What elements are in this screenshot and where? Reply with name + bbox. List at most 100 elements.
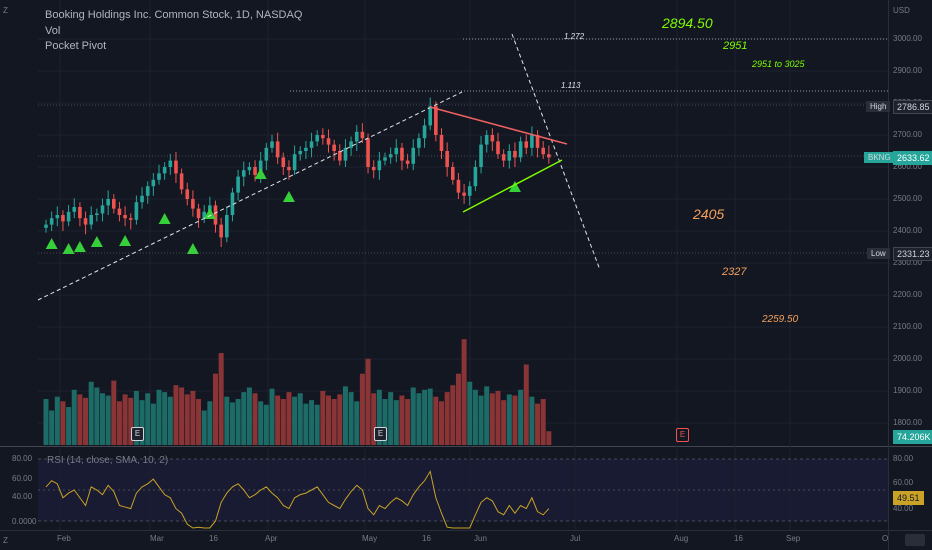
volume-bar xyxy=(303,403,309,445)
candle xyxy=(462,183,466,204)
candle xyxy=(456,173,461,199)
time-axis-label: Jun xyxy=(474,534,487,543)
volume-bar xyxy=(190,390,196,445)
volume-bar xyxy=(83,397,89,445)
volume-bar xyxy=(54,396,60,445)
volume-bar xyxy=(66,407,72,445)
earnings-marker-upcoming[interactable]: E xyxy=(676,428,689,442)
volume-bar xyxy=(365,358,371,445)
volume-bar xyxy=(314,404,320,445)
volume-bar xyxy=(393,400,399,445)
volume-bar xyxy=(540,399,546,445)
time-axis-label: 16 xyxy=(734,534,743,543)
candle xyxy=(230,187,235,222)
candle xyxy=(400,143,404,171)
volume-bar xyxy=(371,393,377,445)
volume-bar xyxy=(105,395,111,445)
price-axis-label: 2000.00 xyxy=(893,354,922,363)
candle xyxy=(281,152,286,175)
candle xyxy=(298,146,303,161)
volume-bar xyxy=(309,400,315,445)
candle xyxy=(151,173,156,196)
volume-bar xyxy=(179,387,185,445)
candle xyxy=(117,201,122,222)
candle xyxy=(247,162,252,175)
volume-bar xyxy=(342,386,348,445)
candle xyxy=(496,132,500,159)
earnings-marker[interactable]: E xyxy=(374,427,387,441)
volume-bar xyxy=(77,394,83,445)
candle xyxy=(134,195,139,225)
volume-bar xyxy=(224,396,230,445)
volume-bar xyxy=(162,392,168,445)
time-axis-label: 16 xyxy=(209,534,218,543)
candle xyxy=(95,208,99,222)
volume-bar xyxy=(359,373,365,445)
volume-indicator-label[interactable]: Vol xyxy=(45,25,61,37)
candle xyxy=(55,206,60,227)
candle xyxy=(484,130,489,153)
candle xyxy=(292,145,297,175)
candle xyxy=(128,213,133,230)
candle xyxy=(185,182,190,206)
candle xyxy=(439,128,444,159)
price-axis-label: 2400.00 xyxy=(893,226,922,235)
candle xyxy=(157,164,161,185)
time-axis-label: 16 xyxy=(422,534,431,543)
volume-bar xyxy=(218,353,224,445)
pocket-pivot-marker xyxy=(508,181,521,192)
volume-bar xyxy=(348,392,354,445)
candle xyxy=(112,194,116,214)
target-2894: 2894.50 xyxy=(662,15,713,31)
volume-bar xyxy=(529,396,535,445)
candle xyxy=(168,153,173,175)
time-axis-label: O xyxy=(882,534,889,543)
chart-title: Booking Holdings Inc. Common Stock, 1D, … xyxy=(45,9,303,21)
pocket-pivot-marker xyxy=(158,213,171,224)
high-tag-value: 2786.85 xyxy=(893,100,932,114)
volume-bar xyxy=(201,410,207,445)
candle xyxy=(162,162,167,180)
candle xyxy=(253,160,257,182)
candle xyxy=(371,160,376,179)
volume-bar xyxy=(60,401,66,445)
volume-bar xyxy=(405,399,411,445)
volume-bar xyxy=(252,393,258,445)
candle xyxy=(541,141,545,159)
target-2327: 2327 xyxy=(722,266,747,278)
candle xyxy=(354,125,359,151)
candle xyxy=(501,149,506,167)
volume-bar xyxy=(472,389,478,445)
support-line xyxy=(462,159,563,213)
pocket-pivot-indicator-label[interactable]: Pocket Pivot xyxy=(45,40,107,52)
pocket-pivot-marker xyxy=(62,243,75,254)
zoom-button-bottom[interactable]: Z xyxy=(3,536,8,545)
price-axis-label: 2600.00 xyxy=(893,162,922,171)
settings-gear-icon[interactable] xyxy=(905,534,925,546)
rsi-axis-label: 80.00 xyxy=(893,454,914,463)
candle xyxy=(219,217,223,247)
volume-bar xyxy=(376,389,382,445)
volume-bar xyxy=(213,373,218,445)
candle xyxy=(140,187,144,209)
candle xyxy=(83,211,88,235)
volume-bar xyxy=(207,401,213,445)
volume-bar xyxy=(320,390,326,445)
volume-bar xyxy=(382,399,388,445)
fib-label-1272: 1.272 xyxy=(564,32,585,41)
volume-bar xyxy=(128,397,134,445)
volume-bar xyxy=(354,401,360,445)
candle xyxy=(315,130,319,147)
zoom-button-top[interactable]: Z xyxy=(3,6,8,15)
volume-bar xyxy=(167,396,173,445)
volume-bars xyxy=(43,339,552,445)
volume-bar xyxy=(439,401,444,445)
volume-bar xyxy=(506,394,512,445)
rsi-legend[interactable]: RSI (14, close, SMA, 10, 2) xyxy=(47,455,169,466)
volume-bar xyxy=(444,392,450,445)
candle xyxy=(422,118,427,148)
volume-bar xyxy=(258,401,264,445)
earnings-marker[interactable]: E xyxy=(131,427,144,441)
candle xyxy=(394,139,399,163)
